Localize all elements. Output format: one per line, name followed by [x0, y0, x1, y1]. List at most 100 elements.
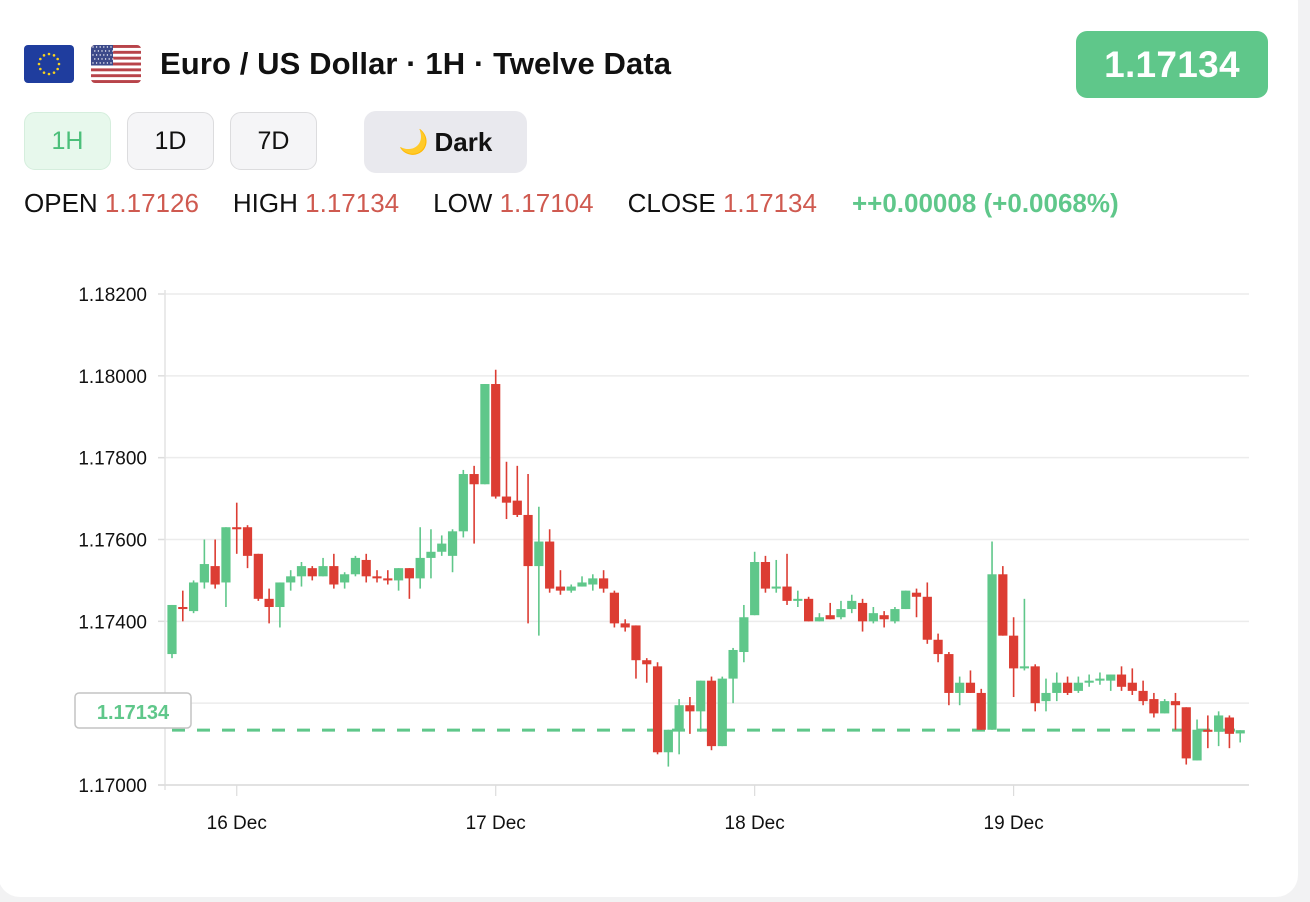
candle[interactable] [167, 604, 177, 655]
candle[interactable] [253, 553, 263, 599]
candle[interactable] [329, 566, 339, 585]
candle[interactable] [491, 384, 501, 497]
candle[interactable] [232, 527, 242, 530]
candle[interactable] [1084, 680, 1094, 683]
dark-mode-toggle-button[interactable]: 🌙 Dark [364, 111, 527, 173]
candle[interactable] [674, 705, 684, 730]
candle[interactable] [286, 576, 296, 583]
candle[interactable] [393, 568, 404, 581]
candle[interactable] [426, 551, 436, 558]
timeframe-1d-button[interactable]: 1D [127, 112, 214, 170]
candle[interactable] [976, 692, 986, 730]
candle[interactable] [1160, 701, 1170, 714]
candle[interactable] [987, 574, 997, 730]
candle[interactable] [566, 586, 576, 591]
candle[interactable] [469, 474, 479, 485]
candle[interactable] [998, 574, 1008, 636]
candle[interactable] [1030, 666, 1040, 704]
candle[interactable] [825, 615, 835, 620]
candle[interactable] [717, 678, 727, 747]
timeframe-1h-button[interactable]: 1H [24, 112, 111, 170]
candle[interactable] [178, 607, 188, 610]
candle[interactable] [588, 578, 598, 585]
candle[interactable] [350, 557, 361, 575]
candle[interactable] [447, 531, 458, 556]
candle[interactable] [620, 623, 630, 628]
candle[interactable] [188, 582, 199, 612]
candle[interactable] [631, 625, 641, 661]
candle[interactable] [760, 562, 771, 589]
candle[interactable] [739, 617, 749, 653]
candle[interactable] [1203, 729, 1213, 732]
candle[interactable] [696, 680, 706, 712]
candle[interactable] [793, 598, 803, 601]
candle[interactable] [911, 592, 922, 597]
candle[interactable] [663, 729, 673, 753]
candle[interactable] [437, 543, 447, 552]
candle[interactable] [404, 568, 414, 579]
candle[interactable] [1052, 682, 1062, 693]
candle[interactable] [652, 666, 663, 753]
candle[interactable] [1116, 674, 1127, 687]
candle[interactable] [415, 557, 425, 579]
candle[interactable] [1235, 730, 1245, 734]
candle[interactable] [1019, 666, 1030, 669]
candle[interactable] [609, 592, 619, 624]
timeframe-7d-button[interactable]: 7D [230, 112, 317, 170]
candle[interactable] [534, 541, 544, 567]
candle[interactable] [1009, 635, 1019, 669]
candle[interactable] [1138, 690, 1148, 702]
candle[interactable] [1095, 678, 1105, 681]
candle[interactable] [264, 598, 274, 608]
candle[interactable] [685, 705, 695, 712]
candle[interactable] [955, 682, 965, 693]
candle[interactable] [782, 586, 792, 601]
candle[interactable] [523, 514, 533, 567]
candle[interactable] [706, 680, 717, 747]
candle[interactable] [340, 574, 350, 583]
candle[interactable] [318, 566, 328, 577]
candle[interactable] [1149, 699, 1159, 714]
candle[interactable] [1224, 717, 1235, 734]
candle[interactable] [555, 586, 566, 591]
candle[interactable] [599, 578, 609, 589]
candle[interactable] [1073, 682, 1083, 691]
candle[interactable] [372, 576, 382, 579]
candle[interactable] [512, 500, 522, 515]
candle[interactable] [221, 527, 231, 583]
candle[interactable] [868, 613, 878, 622]
candle[interactable] [296, 566, 307, 577]
candle[interactable] [545, 541, 555, 589]
candle[interactable] [922, 596, 932, 640]
candle[interactable] [199, 564, 209, 583]
candle[interactable] [1106, 674, 1116, 681]
candle[interactable] [242, 527, 253, 556]
candle[interactable] [1181, 707, 1191, 759]
candle[interactable] [383, 578, 393, 581]
candle[interactable] [901, 590, 911, 610]
candle[interactable] [814, 617, 824, 622]
candle[interactable] [890, 609, 900, 622]
candle[interactable] [480, 384, 490, 485]
candle[interactable] [771, 586, 781, 589]
candle[interactable] [1214, 715, 1224, 732]
candle[interactable] [458, 474, 468, 532]
candle[interactable] [307, 568, 317, 577]
candle[interactable] [1170, 701, 1181, 706]
candle[interactable] [944, 654, 954, 693]
candle[interactable] [1062, 682, 1073, 693]
candle[interactable] [1192, 729, 1202, 761]
candle[interactable] [210, 566, 220, 585]
candle[interactable] [361, 559, 371, 577]
candle[interactable] [501, 496, 512, 503]
candle[interactable] [728, 649, 738, 679]
candle[interactable] [1041, 692, 1051, 702]
candle[interactable] [275, 582, 285, 608]
candle[interactable] [577, 582, 587, 587]
candle[interactable] [965, 682, 976, 693]
candle[interactable] [836, 609, 846, 618]
candle[interactable] [879, 615, 889, 620]
candle[interactable] [933, 639, 943, 655]
candle[interactable] [847, 600, 857, 610]
